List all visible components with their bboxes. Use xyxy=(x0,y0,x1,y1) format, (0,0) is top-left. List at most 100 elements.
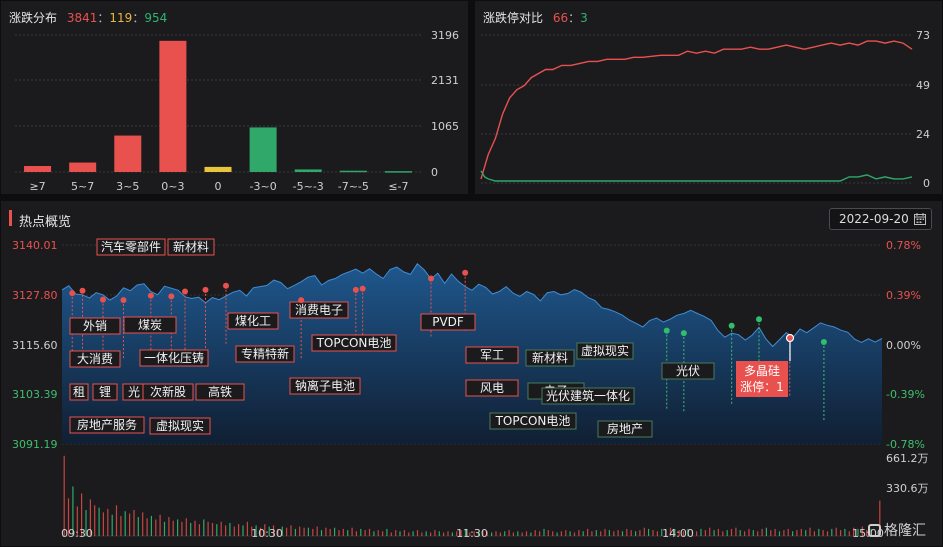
callout-line2: 涨停：1 xyxy=(740,379,784,394)
event-dot-red xyxy=(298,297,305,304)
x-tick-label: 3~5 xyxy=(116,180,139,193)
sector-tag-red-box xyxy=(96,238,166,256)
sector-tag-red-box xyxy=(195,383,245,401)
x-tick-label: 0~3 xyxy=(161,180,184,193)
sector-tag-red-box xyxy=(149,417,211,435)
bar-6 xyxy=(294,169,322,172)
sector-tag-red: 消费电子 xyxy=(295,303,343,317)
distribution-chart: 3196 2131 1065 0 ≥7 5~7 3~5 0~3 0 -3~0 -5~-3 -7~-5 ≤… xyxy=(15,29,459,193)
sector-tag-red-box xyxy=(142,383,194,401)
date-picker[interactable]: 2022-09-20 xyxy=(829,208,932,230)
title-marker xyxy=(9,210,12,226)
sector-tag-green-box xyxy=(525,349,575,367)
event-dot-red xyxy=(182,288,188,295)
sector-tag-red-box xyxy=(227,312,279,330)
left-tick-label: 3115.60 xyxy=(12,339,58,352)
y-tick-label: 2131 xyxy=(431,74,459,87)
sector-tag-red: 一体化压铸 xyxy=(144,350,204,365)
sector-tag-red-box xyxy=(167,238,215,256)
event-dot-red xyxy=(428,275,434,282)
x-tick-label: -7~-5 xyxy=(338,180,369,193)
sector-tag-red: 房地产服务 xyxy=(77,417,137,432)
bar-5 xyxy=(249,127,277,172)
y-tick-label: 3196 xyxy=(431,29,459,42)
bar-4 xyxy=(204,166,232,172)
event-dot-red xyxy=(79,287,86,294)
date-value: 2022-09-20 xyxy=(839,212,909,226)
sector-tag-red-box xyxy=(123,316,177,334)
sector-tag-red: 煤化工 xyxy=(235,314,271,328)
event-dot-red xyxy=(147,292,154,299)
y-tick-label: 24 xyxy=(916,128,930,141)
sector-tag-red-box xyxy=(289,377,361,395)
x-tick-label: ≥7 xyxy=(29,180,45,193)
sector-tag-green: TOPCON电池 xyxy=(495,414,571,428)
sector-tag-green-box xyxy=(541,387,635,405)
y-tick-label: 73 xyxy=(916,29,930,42)
distribution-panel: 涨跌分布 3841：119：954 3196 2131 1065 0 ≥7 5~7 3~5 0… xyxy=(1,1,468,194)
sector-tag-red: TOPCON电池 xyxy=(316,336,392,350)
calendar-icon xyxy=(914,213,926,225)
right-tick-label: 0.00% xyxy=(886,339,921,352)
sector-tag-red: 租 xyxy=(73,385,85,399)
time-tick-label: 09:30 xyxy=(61,527,93,540)
sector-tag-red: 光 xyxy=(128,385,140,399)
sector-tag-red-box xyxy=(69,383,89,401)
sector-tag-red-box xyxy=(69,350,121,368)
sector-tag-green-box xyxy=(576,342,634,360)
sector-tag-red: 军工 xyxy=(480,348,504,362)
callout-dot xyxy=(785,333,795,343)
x-tick-label: -3~0 xyxy=(250,180,277,193)
time-tick-label: 10:30 xyxy=(251,527,283,540)
event-dot-red xyxy=(120,297,127,304)
y-tick-label: 1065 xyxy=(431,120,459,133)
index-line xyxy=(61,263,883,348)
sector-tag-red: 虚拟现实 xyxy=(156,418,204,433)
bar-7 xyxy=(339,170,367,173)
down-count: 954 xyxy=(144,11,168,25)
event-dot-green xyxy=(663,327,670,334)
time-tick-label: 11:30 xyxy=(456,527,488,540)
sector-tag-green: 光伏建筑一体化 xyxy=(546,388,630,403)
event-dot-red xyxy=(352,286,359,293)
sector-tag-green-box xyxy=(489,412,577,430)
sector-tag-red: 次新股 xyxy=(150,384,186,399)
event-dot-red xyxy=(100,296,106,303)
event-dot-red xyxy=(202,286,209,293)
bar-1 xyxy=(69,162,97,172)
hot-title: 热点概览 xyxy=(19,215,72,230)
sector-tag-green: 虚拟现实 xyxy=(581,343,629,358)
limit-title: 涨跌停对比 66：3 xyxy=(483,11,588,25)
sector-tag-red-box xyxy=(465,379,519,397)
bar-8 xyxy=(384,171,412,173)
up-count: 3841 xyxy=(66,11,98,25)
x-tick-label: 0 xyxy=(215,180,222,193)
brand-icon xyxy=(868,524,881,537)
sector-tag-red: 风电 xyxy=(480,381,504,395)
right-tick-label: -0.78% xyxy=(886,438,925,451)
event-dot-green xyxy=(680,330,687,337)
sector-tag-red: 新材料 xyxy=(173,239,209,254)
left-tick-label: 3127.80 xyxy=(12,289,58,302)
sector-tag-red-box xyxy=(289,301,349,319)
x-tick-label: 5~7 xyxy=(71,180,94,193)
event-dot-red xyxy=(168,293,175,300)
sector-tag-red-box xyxy=(69,416,145,434)
sector-tag-green-box xyxy=(661,362,715,380)
series-line-0 xyxy=(480,40,913,180)
sector-tag-red-box xyxy=(311,334,397,352)
sector-tag-red-box xyxy=(69,317,121,335)
flat-count: 119 xyxy=(109,11,133,25)
sector-tag-red: 大消费 xyxy=(77,352,113,366)
event-dot-red xyxy=(462,269,469,276)
callout-line1: 多晶硅 xyxy=(744,364,780,378)
y-tick-label: 49 xyxy=(916,79,930,92)
x-tick-label: ≤-7 xyxy=(388,180,408,193)
limit-panel: 涨跌停对比 66：3 73 49 24 0 xyxy=(475,1,942,194)
right-tick-label: 0.39% xyxy=(886,289,921,302)
sector-tag-red: 专精特新 xyxy=(241,346,289,361)
bar-3 xyxy=(159,40,187,172)
brand-logo: 格隆汇 xyxy=(868,520,926,540)
sector-tag-red-box xyxy=(139,349,209,367)
